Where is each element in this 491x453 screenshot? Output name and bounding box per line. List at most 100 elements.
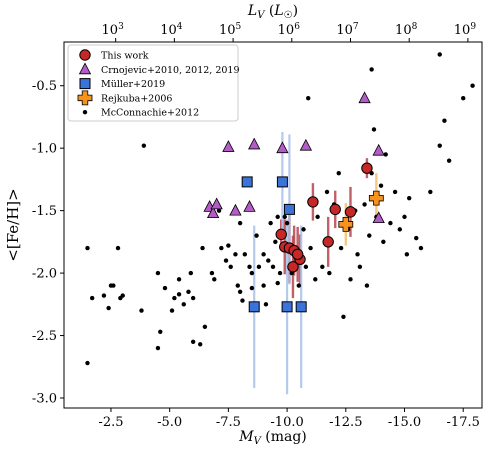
legend-label-0: This work (101, 51, 149, 62)
point-dot-4-102 (437, 52, 442, 57)
point-dot-4-55 (277, 270, 283, 276)
point-dot-4-23 (190, 339, 196, 344)
point-circle-0-11 (361, 162, 373, 174)
legend-marker-3 (77, 90, 93, 106)
point-circle-0-6 (291, 248, 304, 261)
point-dot-4-20 (181, 302, 186, 307)
point-dot-4-73 (341, 314, 346, 320)
point-dot-4-58 (284, 220, 290, 226)
point-dot-4-24 (190, 295, 196, 301)
point-dot-4-75 (348, 277, 353, 282)
y-tick-label: -1.0 (32, 142, 57, 157)
point-dot-4-12 (155, 270, 161, 276)
error-bars-layer (253, 131, 378, 395)
point-triangle-1-2 (210, 197, 223, 210)
legend-box (67, 44, 239, 122)
point-triangle-1-4 (222, 140, 235, 152)
point-triangle-1-3 (229, 203, 242, 216)
point-dot-4-1 (85, 245, 90, 251)
x-tick-label: -12.5 (329, 415, 362, 430)
point-dot-4-44 (254, 233, 259, 238)
point-triangle-1-1 (206, 206, 220, 219)
point-dot-4-92 (404, 252, 410, 257)
top-axis-label-close: ) (293, 3, 298, 19)
y-tick-label: -2.5 (32, 329, 57, 344)
top-tick-label: 108 (395, 22, 418, 38)
point-dot-4-90 (397, 227, 403, 232)
top-tick-exponent: 9 (470, 22, 476, 32)
point-dot-4-29 (212, 277, 217, 282)
top-axis-label-subscript: V (257, 10, 266, 21)
top-tick-exponent: 6 (294, 22, 300, 32)
x-tick-label: -7.5 (216, 415, 241, 430)
point-circle-0-0 (275, 228, 287, 241)
legend-marker-4 (82, 110, 88, 115)
point-dot-4-38 (237, 289, 243, 295)
top-tick-exponent: 3 (118, 22, 124, 32)
point-dot-4-71 (336, 170, 341, 176)
top-axis-label-unit: L (273, 3, 283, 19)
point-dot-4-104 (306, 96, 311, 101)
point-square-2-1 (248, 301, 260, 313)
axes-layer: -2.5 -5.0 -7.5 -10.0 -12.5 -15.0 -17.5 -3.0 -2.5… (4, 3, 483, 447)
y-tick-label: -2.0 (32, 267, 57, 282)
point-dot-4-101 (470, 83, 475, 88)
point-square-2-5 (295, 301, 307, 313)
point-dot-4-65 (313, 277, 318, 282)
point-plus-3-0 (338, 216, 354, 232)
point-dot-4-91 (402, 214, 407, 220)
point-triangle-1-7 (276, 141, 289, 154)
point-dot-4-98 (442, 118, 447, 123)
point-dot-4-49 (266, 258, 271, 263)
point-dot-4-26 (200, 245, 205, 251)
legend-marker-0 (79, 49, 91, 61)
legend-label-2: Müller+2019 (101, 79, 165, 90)
point-dot-4-41 (247, 264, 252, 270)
point-circle-0-8 (322, 236, 334, 248)
legend-marker-2 (79, 78, 91, 90)
top-tick-label: 104 (160, 22, 183, 38)
point-dot-4-3 (101, 293, 107, 298)
point-dot-4-63 (303, 264, 309, 270)
point-dot-4-10 (139, 308, 144, 313)
point-dot-4-43 (249, 285, 255, 291)
point-dot-4-18 (176, 277, 182, 282)
point-dot-4-16 (169, 308, 175, 313)
point-dot-4-54 (275, 214, 280, 220)
point-dot-4-25 (198, 342, 203, 347)
point-dot-4-42 (249, 270, 255, 276)
point-dot-4-0 (85, 360, 90, 366)
top-axis-label: LV (L☉) (247, 3, 298, 21)
point-dot-4-39 (240, 298, 245, 303)
point-dot-4-40 (242, 252, 248, 257)
point-dot-4-34 (228, 264, 233, 270)
point-circle-0-4 (287, 261, 299, 273)
point-dot-4-79 (362, 202, 367, 207)
point-dot-4-97 (437, 143, 442, 148)
point-dot-4-50 (268, 220, 273, 226)
point-dot-4-45 (256, 264, 262, 270)
point-triangle-1-9 (358, 91, 371, 104)
point-triangle-1-10 (372, 143, 385, 156)
point-dot-4-19 (176, 292, 182, 297)
point-dot-4-7 (115, 245, 121, 251)
x-tick-label: -17.5 (447, 415, 480, 430)
legend-label-4: McConnachie+2012 (101, 108, 199, 119)
point-dot-4-48 (263, 302, 269, 307)
point-square-2-0 (241, 176, 253, 188)
point-square-2-4 (281, 301, 293, 313)
point-dot-4-95 (418, 245, 424, 251)
legend-marker-1 (78, 62, 92, 75)
point-dot-4-6 (111, 283, 116, 288)
point-dot-4-89 (392, 189, 398, 195)
point-dot-4-31 (219, 245, 224, 251)
legend-label-3: Rejkuba+2006 (101, 93, 172, 104)
point-dot-4-64 (308, 245, 313, 251)
point-dot-4-103 (369, 67, 374, 72)
point-dot-4-81 (367, 233, 372, 238)
point-dot-4-9 (120, 293, 125, 298)
x-tick-label: -10.0 (270, 415, 303, 430)
top-tick-label: 105 (219, 22, 242, 38)
point-dot-4-33 (226, 243, 231, 248)
